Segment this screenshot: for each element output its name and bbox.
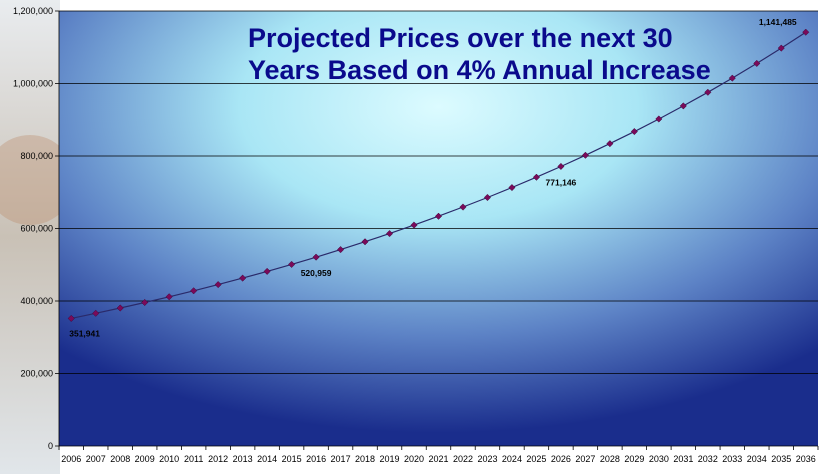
y-tick-label: 600,000 xyxy=(20,224,53,234)
x-tick-label: 2022 xyxy=(453,454,473,464)
chart-title-line-1: Projected Prices over the next 30 xyxy=(248,23,673,53)
x-tick-label: 2017 xyxy=(331,454,351,464)
y-tick-label: 400,000 xyxy=(20,296,53,306)
data-point-marker xyxy=(532,173,540,181)
data-point-marker xyxy=(704,88,712,96)
data-point-marker xyxy=(581,151,589,159)
chart-title-line-2: Years Based on 4% Annual Increase xyxy=(248,55,711,85)
y-axis: 0 200,000 400,000 600,000 800,000 1,000,000 1,… xyxy=(13,6,60,451)
x-tick-label: 2025 xyxy=(526,454,546,464)
data-point-marker xyxy=(92,309,100,317)
x-axis: 2006 2007 2008 2009 2010 2011 2012 2013 2014 2015… xyxy=(58,445,819,464)
series-markers xyxy=(67,28,810,322)
x-tick-label: 2016 xyxy=(306,454,326,464)
data-point-marker xyxy=(483,193,492,202)
x-tick-label: 2012 xyxy=(208,454,228,464)
x-tick-label: 2014 xyxy=(257,454,277,464)
data-label: 520,959 xyxy=(301,268,332,278)
x-tick-label: 2023 xyxy=(477,454,497,464)
background-edge xyxy=(0,0,60,474)
data-point-marker xyxy=(655,115,663,123)
data-point-marker xyxy=(728,74,736,82)
data-point-marker xyxy=(434,212,443,220)
data-point-marker xyxy=(777,44,785,52)
x-tick-label: 2033 xyxy=(722,454,742,464)
data-point-marker xyxy=(459,203,467,211)
data-point-marker xyxy=(141,298,149,307)
data-label: 771,146 xyxy=(546,177,577,187)
data-point-marker xyxy=(410,221,418,229)
data-point-marker xyxy=(288,260,296,268)
data-point-marker xyxy=(239,274,247,282)
x-tick-label: 2020 xyxy=(404,454,424,464)
data-label: 1,141,485 xyxy=(759,17,797,27)
x-tick-label: 2027 xyxy=(575,454,595,464)
y-tick-label: 800,000 xyxy=(20,151,53,161)
data-point-marker xyxy=(116,304,124,312)
balloon-decoration xyxy=(0,135,75,225)
data-point-marker xyxy=(679,102,687,110)
data-point-marker xyxy=(606,140,614,148)
x-tick-label: 2026 xyxy=(551,454,571,464)
data-point-marker xyxy=(508,183,516,192)
x-tick-label: 2036 xyxy=(796,454,816,464)
x-tick-label: 2011 xyxy=(184,454,203,464)
x-tick-label: 2009 xyxy=(135,454,155,464)
x-tick-label: 2015 xyxy=(282,454,302,464)
data-labels: 351,941 520,959 771,146 1,141,485 xyxy=(69,17,797,338)
x-tick-label: 2035 xyxy=(771,454,791,464)
data-point-marker xyxy=(165,293,173,301)
data-point-marker xyxy=(557,162,565,171)
x-tick-label: 2013 xyxy=(233,454,253,464)
y-tick-label: 1,200,000 xyxy=(13,6,53,16)
data-point-marker xyxy=(190,287,198,295)
data-point-marker xyxy=(630,128,638,136)
data-point-marker xyxy=(361,238,369,246)
x-tick-label: 2031 xyxy=(673,454,693,464)
x-tick-label: 2021 xyxy=(428,454,448,464)
y-tick-label: 1,000,000 xyxy=(13,79,53,89)
x-tick-label: 2028 xyxy=(600,454,620,464)
data-point-marker xyxy=(802,28,810,36)
gridlines xyxy=(59,10,818,374)
data-point-marker xyxy=(312,253,320,261)
x-tick-label: 2010 xyxy=(159,454,179,464)
x-tick-label: 2007 xyxy=(86,454,106,464)
x-tick-label: 2034 xyxy=(747,454,767,464)
data-label: 351,941 xyxy=(69,328,100,338)
x-tick-label: 2008 xyxy=(110,454,130,464)
x-tick-label: 2032 xyxy=(698,454,718,464)
x-tick-label: 2006 xyxy=(61,454,81,464)
data-point-marker xyxy=(214,281,222,289)
y-tick-label: 200,000 xyxy=(20,369,53,379)
data-point-marker xyxy=(337,246,345,254)
y-tick-label: 0 xyxy=(48,441,53,451)
data-point-marker xyxy=(67,314,75,322)
data-point-marker xyxy=(753,59,761,67)
x-tick-label: 2030 xyxy=(649,454,669,464)
data-point-marker xyxy=(385,230,394,238)
x-tick-label: 2018 xyxy=(355,454,375,464)
x-tick-label: 2019 xyxy=(380,454,400,464)
x-tick-label: 2029 xyxy=(624,454,644,464)
x-tick-label: 2024 xyxy=(502,454,522,464)
data-point-marker xyxy=(263,267,271,275)
